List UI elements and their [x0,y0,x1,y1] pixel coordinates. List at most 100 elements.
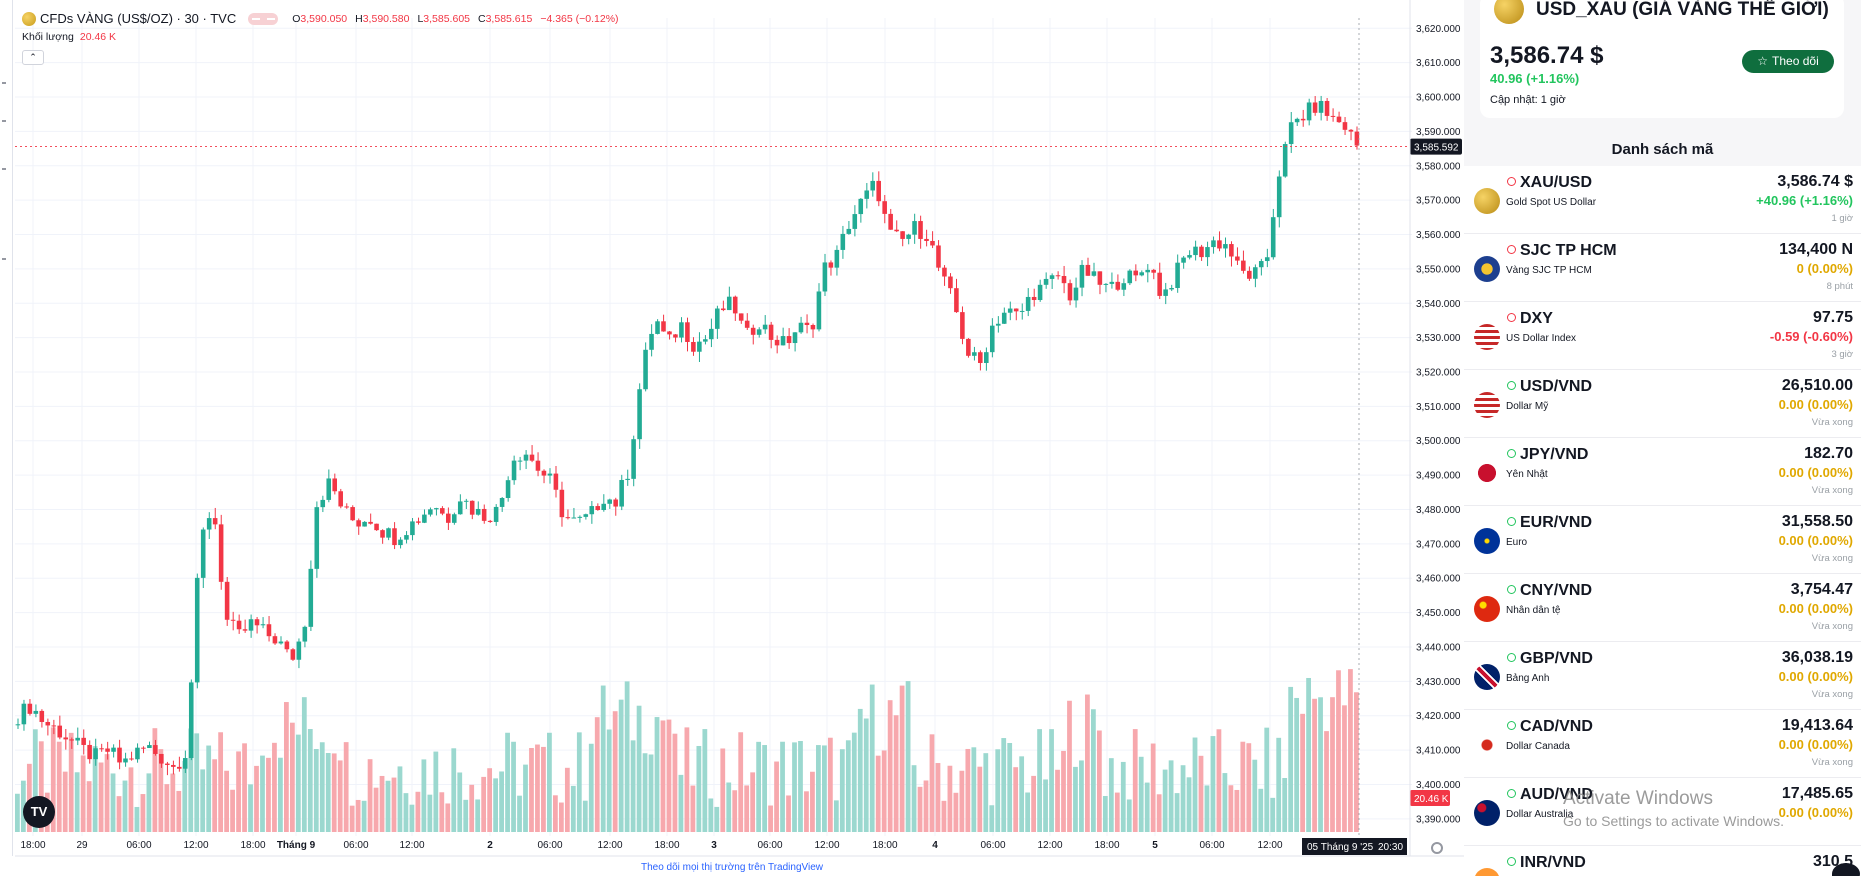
volume-bar [230,789,235,832]
candle-body [1288,122,1294,145]
clock-icon [1507,177,1516,186]
candle-body [709,328,714,340]
clock-icon [1507,517,1516,526]
watchlist-row[interactable]: INR/VND 310.5 [1464,846,1861,876]
candle-body [553,473,559,490]
candle-body [613,499,618,507]
volume-bar [367,759,373,832]
watchlist-row[interactable]: CNY/VND Nhân dân tệ 3,754.47 0.00 (0.00%) Vừ… [1464,574,1861,642]
time-axis-label: 18:00 [240,840,265,851]
collapse-legend-button[interactable]: ⌃ [22,50,44,65]
price-axis-label: 3,530.000 [1416,333,1461,344]
volume-bar [1336,670,1341,832]
legend-toggle-button[interactable] [248,12,279,25]
candle-body [428,509,433,515]
candle-body [1007,308,1013,313]
candle-body [918,221,923,239]
japan-flag-icon [1474,460,1500,486]
volume-bar [1079,760,1084,832]
candle-body [356,520,361,527]
watchlist-row[interactable]: GBP/VND Bảng Anh 36,038.19 0.00 (0.00%) Vừa … [1464,642,1861,710]
candle-body [1061,275,1067,284]
price-axis-label: 3,520.000 [1416,368,1461,379]
candle-body [655,321,660,334]
watchlist-row[interactable]: AUD/VND Dollar Australia 17,485.65 0.00 (0.… [1464,778,1861,846]
watchlist-row[interactable]: XAU/USD Gold Spot US Dollar 3,586.74 $ +40.… [1464,166,1861,234]
watchlist-row[interactable]: USD/VND Dollar Mỹ 26,510.00 0.00 (0.00%) Vừa… [1464,370,1861,438]
candle-body [302,626,308,642]
watchlist-row[interactable]: EUR/VND Euro 31,558.50 0.00 (0.00%) Vừa xong [1464,506,1861,574]
watchlist-row[interactable]: JPY/VND Yên Nhật 182.70 0.00 (0.00%) Vừa xon… [1464,438,1861,506]
tradingview-logo-icon[interactable]: TV [23,796,55,828]
volume-bar [176,790,182,832]
candle-body [296,641,302,660]
watchlist-row[interactable]: SJC TP HCM Vàng SJC TP HCM 134,400 N 0 (0.0… [1464,234,1861,302]
symbol-name[interactable]: CFDs VÀNG (US$/OZ) · 30 · TVC [40,11,237,26]
current-price-label: 3,585.592 [1414,143,1459,154]
candle-body [1151,269,1156,273]
candle-body [404,535,409,540]
candle-body [392,528,397,546]
candle-body [332,478,337,492]
candle-body [117,747,122,763]
candle-body [75,737,80,741]
price-axis-label: 3,490.000 [1416,471,1461,482]
chat-bubble-icon[interactable] [1832,863,1860,876]
candle-body [362,521,367,527]
volume-bar [1354,692,1359,832]
candle-body [900,231,905,239]
clock-icon [1507,721,1516,730]
row-symbol: CAD/VND [1520,718,1593,735]
india-flag-icon [1474,868,1500,876]
candle-body [177,766,182,769]
time-axis-label: 12:00 [597,840,622,851]
time-axis-label: 29 [76,840,88,851]
watchlist-row[interactable]: CAD/VND Dollar Canada 19,413.64 0.00 (0.00%… [1464,710,1861,778]
candle-body [792,332,798,344]
candle-body [505,480,511,499]
candle-body [691,341,696,352]
volume-bar [1222,773,1228,832]
watchlist-row[interactable]: DXY US Dollar Index 97.75 -0.59 (-0.60%) 3 g… [1464,302,1861,370]
candle-body [1258,261,1264,268]
row-price: 31,558.50 [1781,513,1853,530]
price-axis-label: 3,570.000 [1416,196,1461,207]
volume-bar [301,697,307,832]
volume-bar [582,800,588,832]
windows-activation-watermark: Activate Windows Go to Settings to activ… [1563,788,1784,829]
gear-icon[interactable] [1431,842,1443,854]
row-updated-time: Vừa xong [1811,553,1853,564]
row-price: 182.70 [1804,445,1853,462]
volume-bar [1049,729,1054,832]
volume-bar [816,745,821,832]
volume-bar [768,805,773,832]
eu-flag-icon [1474,528,1500,554]
tradingview-link[interactable]: Theo dõi mọi thị trường trên TradingView [640,862,824,873]
volume-bar [421,759,427,832]
row-change: 0.00 (0.00%) [1778,465,1853,480]
volume-bar [289,722,295,832]
price-axis-label: 3,460.000 [1416,574,1461,585]
candle-body [954,288,959,313]
volume-bar [1234,789,1240,832]
time-axis-label: 2 [487,840,493,851]
drawing-toolbar-strip[interactable] [0,0,13,856]
candle-body [559,489,565,518]
candle-body [1043,278,1049,285]
volume-bar [32,729,38,832]
volume-bar [989,805,995,832]
volume-bar [439,792,445,832]
candle-body [1217,240,1222,249]
price-chart[interactable]: 3,620.000 3,610.000 3,600.000 3,590.000 3,58… [0,0,1464,876]
candle-body [649,333,654,350]
chart-panel[interactable]: 3,620.000 3,610.000 3,600.000 3,590.000 3,58… [0,0,1464,876]
follow-button[interactable]: ☆ Theo dõi [1742,50,1834,73]
candle-body [236,620,242,630]
candle-body [888,213,893,230]
candle-body [1037,284,1043,301]
volume-bar [1204,785,1210,832]
row-updated-time: Vừa xong [1811,417,1853,428]
candle-body [1175,262,1180,288]
candle-body [864,190,870,199]
